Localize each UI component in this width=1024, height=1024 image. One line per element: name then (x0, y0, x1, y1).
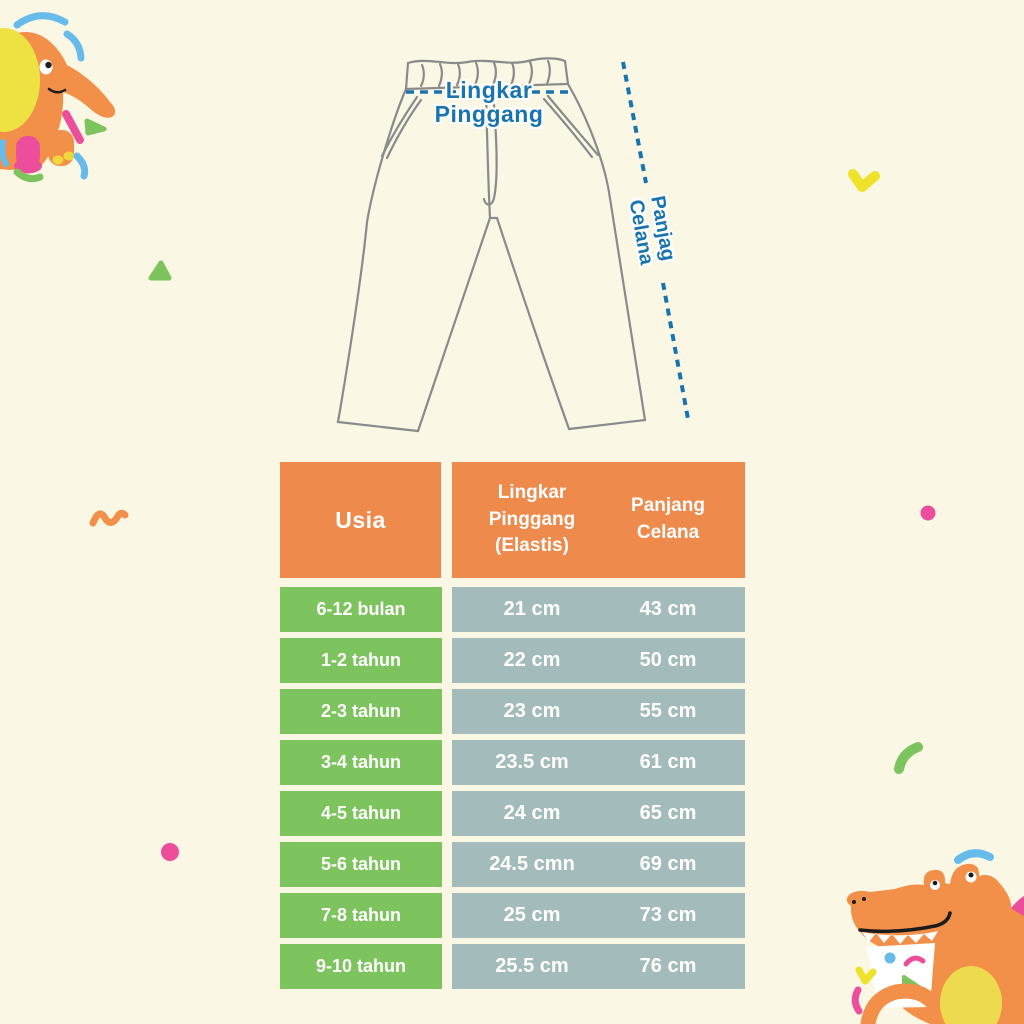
table-row: 6-12 bulan 21 cm 43 cm (280, 587, 745, 632)
confetti-green-arc (13, 168, 44, 183)
length-value: 43 cm (639, 598, 697, 620)
age-cell: 2-3 tahun (280, 689, 442, 734)
waist-value: 25.5 cm (495, 955, 569, 977)
confetti-green-crescent (894, 742, 923, 774)
waist-value: 21 cm (503, 598, 561, 620)
croc-teeth (862, 931, 938, 944)
length-value: 61 cm (639, 751, 697, 773)
waist-measure-label: Lingkar Pinggang (434, 77, 544, 128)
table-row: 2-3 tahun 23 cm 55 cm (280, 689, 745, 734)
croc-nostril (852, 900, 856, 904)
header-length: Panjang Celana (631, 495, 705, 543)
table-row: 9-10 tahun 25.5 cm 76 cm (280, 944, 745, 989)
pants-outline (336, 57, 647, 433)
age-cell: 4-5 tahun (280, 791, 442, 836)
croc-nostril (862, 897, 866, 901)
confetti-green-triangle (84, 118, 107, 136)
croc-pupil (932, 880, 938, 886)
table-row: 4-5 tahun 24 cm 65 cm (280, 791, 745, 836)
elephant-pink-foot (14, 158, 42, 174)
age-cell: 5-6 tahun (280, 842, 442, 887)
elephant-ear (0, 28, 40, 132)
confetti-pink-dot-left (161, 843, 179, 861)
table-row: 3-4 tahun 23.5 cm 61 cm (280, 740, 745, 785)
size-table: Usia Lingkar Pinggang (Elastis) Panjang … (280, 462, 745, 995)
confetti-pink-stroke (62, 110, 84, 144)
values-cell: 25.5 cm 76 cm (452, 944, 745, 989)
table-row: 5-6 tahun 24.5 cmn 69 cm (280, 842, 745, 887)
waist-value: 23.5 cm (495, 751, 569, 773)
confetti-blue-dot (884, 952, 896, 964)
values-cell: 21 cm 43 cm (452, 587, 745, 632)
age-cell: 9-10 tahun (280, 944, 442, 989)
length-value: 50 cm (639, 649, 697, 671)
table-row: 1-2 tahun 22 cm 50 cm (280, 638, 745, 683)
age-cell: 3-4 tahun (280, 740, 442, 785)
age-cell: 1-2 tahun (280, 638, 442, 683)
waist-value: 24.5 cmn (489, 853, 575, 875)
confetti-green-triangle (148, 260, 172, 281)
waist-value: 23 cm (503, 700, 561, 722)
elephant-toe (63, 151, 75, 161)
length-value: 69 cm (639, 853, 697, 875)
confetti-pink-stroke (851, 986, 863, 1015)
length-value: 65 cm (639, 802, 697, 824)
croc-pupil (968, 872, 974, 878)
confetti-orange-squiggle (89, 509, 129, 527)
values-cell: 25 cm 73 cm (452, 893, 745, 938)
age-cell: 6-12 bulan (280, 587, 442, 632)
crocodile-mascot (840, 840, 1024, 1024)
waist-value: 25 cm (503, 904, 561, 926)
confetti-pink-arc (903, 955, 926, 967)
elephant-toe (52, 155, 64, 165)
table-header-row: Usia Lingkar Pinggang (Elastis) Panjang … (280, 462, 745, 578)
confetti-yellow-check (848, 169, 880, 192)
values-cell: 24.5 cmn 69 cm (452, 842, 745, 887)
croc-mouth (858, 911, 952, 934)
length-value: 76 cm (639, 955, 697, 977)
values-cell: 23.5 cm 61 cm (452, 740, 745, 785)
confetti-yellow-check (855, 966, 877, 985)
header-waist: Lingkar Pinggang (Elastis) (488, 482, 576, 557)
elephant-smile (47, 87, 67, 94)
elephant-pupil (45, 61, 52, 69)
confetti-blue-arc (13, 12, 69, 29)
elephant-mascot (0, 10, 135, 200)
age-cell: 7-8 tahun (280, 893, 442, 938)
croc-arm (860, 983, 939, 1024)
confetti-pink-dot-right (920, 505, 936, 521)
confetti-blue-arc (63, 30, 85, 62)
table-row: 7-8 tahun 25 cm 73 cm (280, 893, 745, 938)
confetti-blue-arc (954, 849, 994, 864)
header-measurements: Lingkar Pinggang (Elastis) Panjang Celan… (452, 462, 745, 578)
pants-diagram (336, 57, 647, 433)
croc-belly (940, 966, 1002, 1024)
length-value: 55 cm (639, 700, 697, 722)
waist-value: 24 cm (503, 802, 561, 824)
values-cell: 22 cm 50 cm (452, 638, 745, 683)
confetti-blue-stroke (73, 152, 89, 180)
waist-value: 22 cm (503, 649, 561, 671)
length-value: 73 cm (639, 904, 697, 926)
confetti-blue-stroke (0, 139, 9, 167)
header-age: Usia (280, 462, 441, 578)
values-cell: 24 cm 65 cm (452, 791, 745, 836)
values-cell: 23 cm 55 cm (452, 689, 745, 734)
